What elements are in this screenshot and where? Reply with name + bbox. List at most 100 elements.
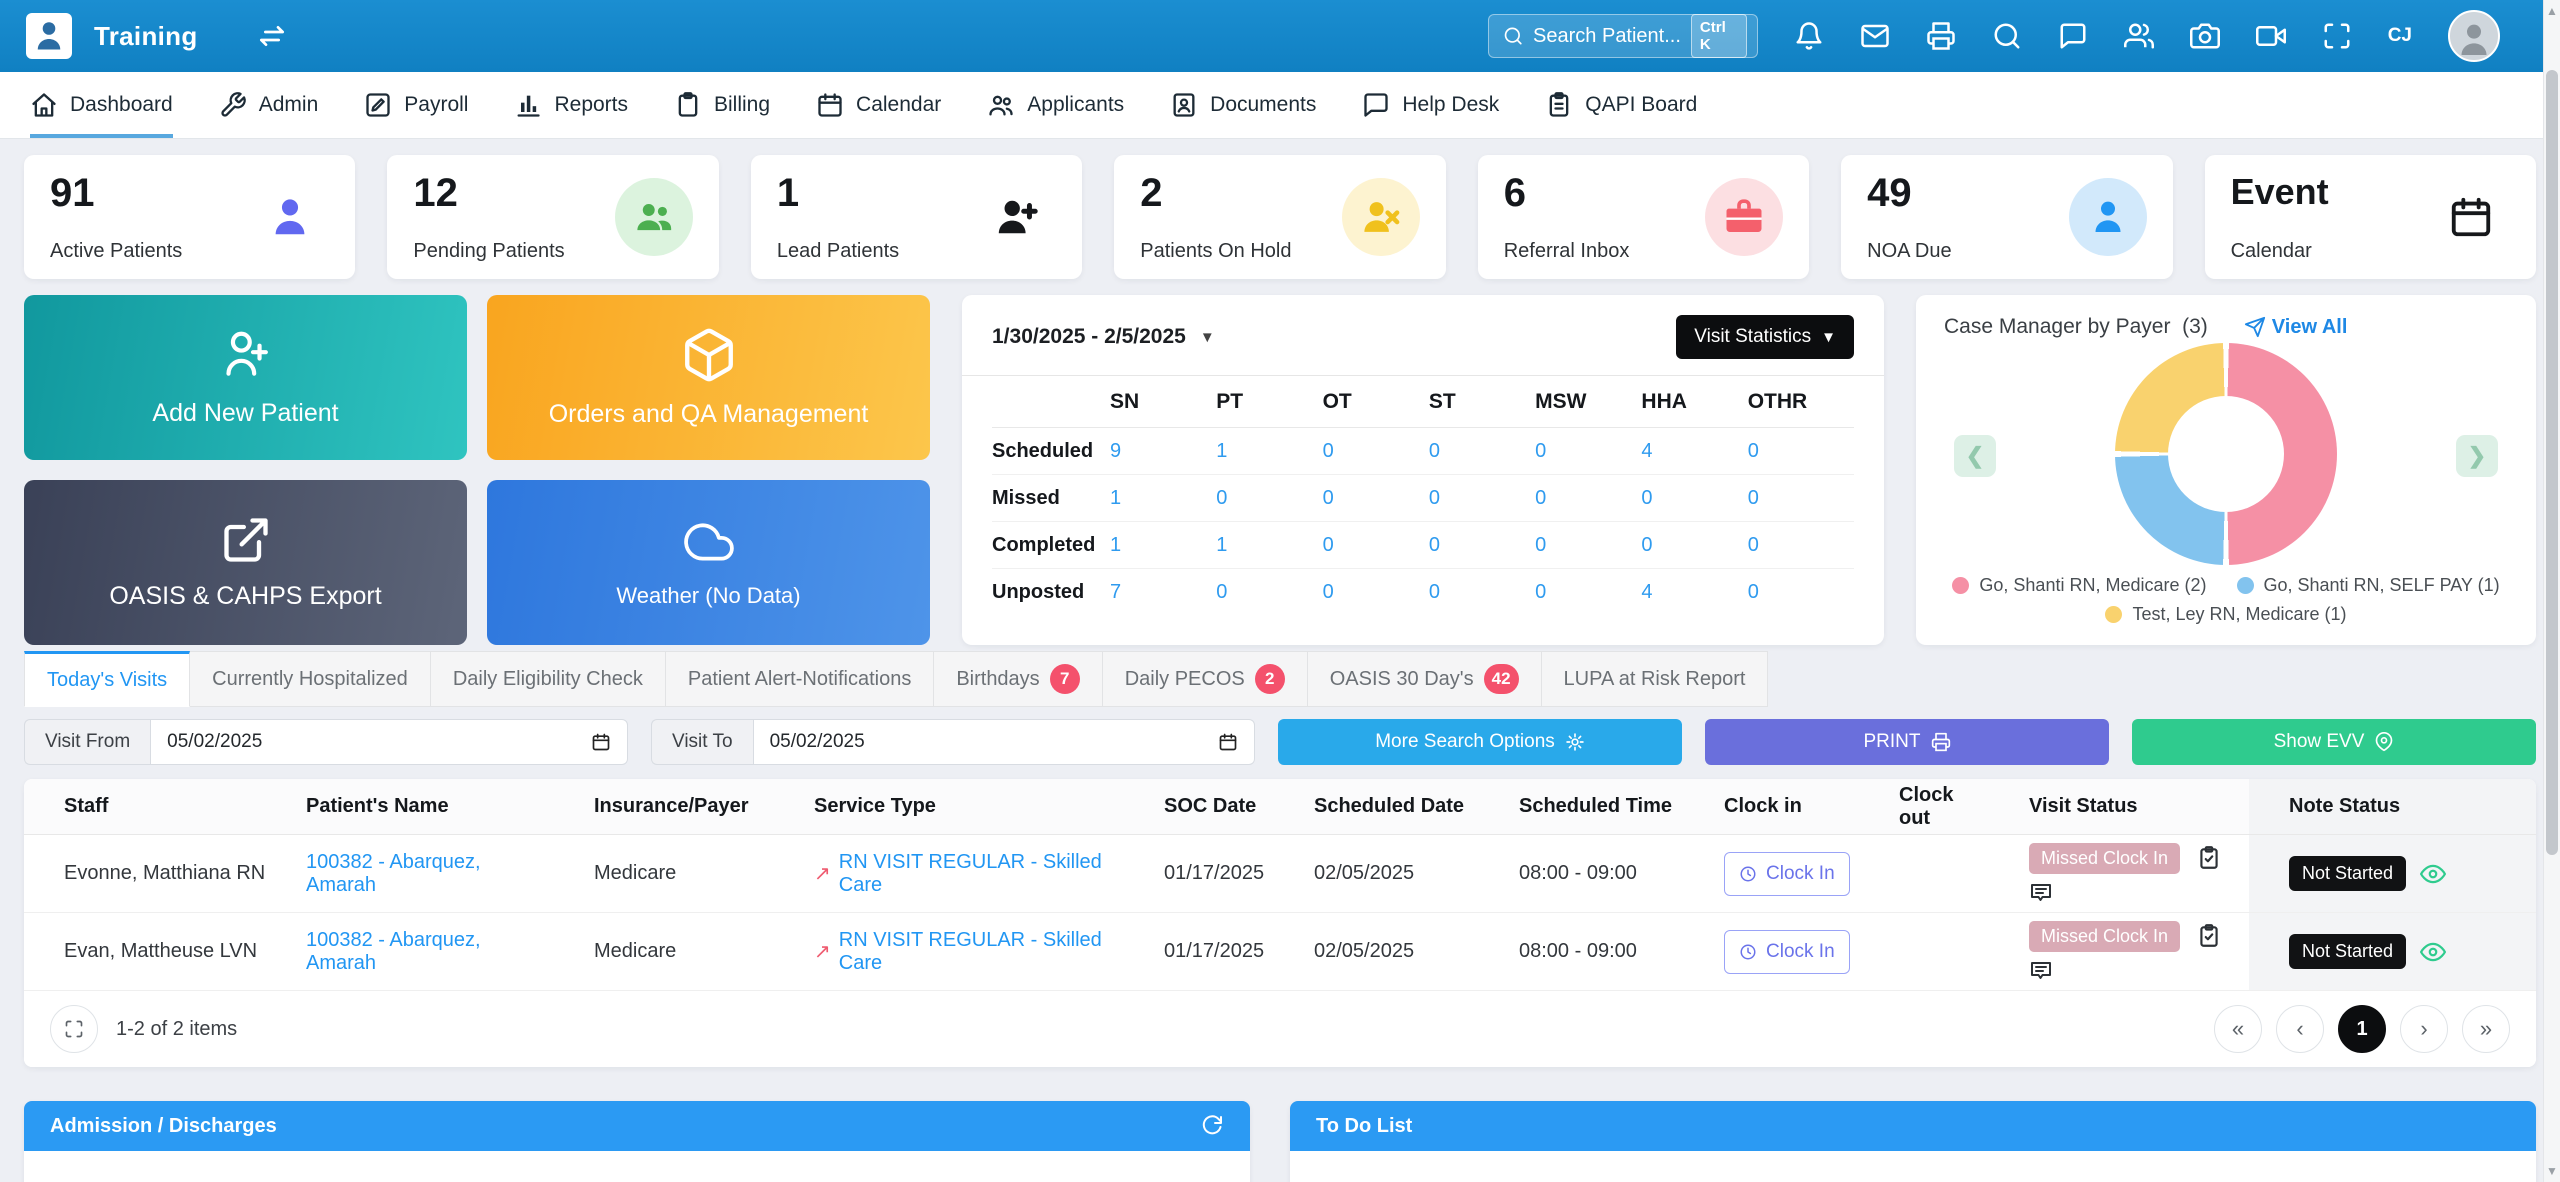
patient-link[interactable]: 100382 - Abarquez, Amarah: [266, 929, 554, 975]
eye-icon[interactable]: [2420, 939, 2446, 965]
calendar-icon[interactable]: [591, 732, 611, 752]
nav-item-help-desk[interactable]: Help Desk: [1362, 72, 1499, 138]
oasis-cahps-export-tile[interactable]: OASIS & CAHPS Export: [24, 480, 467, 645]
tab-oasis-30-days[interactable]: OASIS 30 Day's42: [1308, 651, 1542, 707]
nav-item-dashboard[interactable]: Dashboard: [30, 72, 173, 138]
video-icon[interactable]: [2256, 21, 2286, 51]
count-badge: 7: [1050, 664, 1080, 694]
card-noa-due[interactable]: 49NOA Due: [1841, 155, 2172, 279]
weather-tile[interactable]: Weather (No Data): [487, 480, 930, 645]
gear-icon: [1565, 732, 1585, 752]
table-row: Evonne, Matthiana RN 100382 - Abarquez, …: [24, 835, 2536, 913]
scroll-down-arrow[interactable]: ▼: [2544, 1164, 2560, 1178]
carousel-prev-button[interactable]: ❮: [1954, 435, 1996, 477]
comment-icon[interactable]: [2029, 959, 2249, 983]
avatar[interactable]: [2448, 10, 2500, 62]
count-badge: 42: [1484, 664, 1519, 694]
show-evv-button[interactable]: Show EVV: [2132, 719, 2536, 765]
patient-link[interactable]: 100382 - Abarquez, Amarah: [266, 851, 554, 897]
visit-to-input[interactable]: 05/02/2025: [753, 719, 1255, 765]
orders-qa-tile[interactable]: Orders and QA Management: [487, 295, 930, 460]
card-referral-inbox[interactable]: 6Referral Inbox: [1478, 155, 1809, 279]
location-pin-icon: [2374, 732, 2394, 752]
fullscreen-icon[interactable]: [2322, 21, 2352, 51]
nav-item-calendar[interactable]: Calendar: [816, 72, 941, 138]
card-patients-on-hold[interactable]: 2Patients On Hold: [1114, 155, 1445, 279]
service-type-link[interactable]: RN VISIT REGULAR - Skilled Care: [839, 851, 1124, 897]
scrollbar-thumb[interactable]: [2546, 70, 2558, 855]
eye-icon[interactable]: [2420, 861, 2446, 887]
nav-item-reports[interactable]: Reports: [514, 72, 628, 138]
nav-item-admin[interactable]: Admin: [219, 72, 319, 138]
clipboard-icon: [674, 91, 702, 119]
visit-statistics-button[interactable]: Visit Statistics▼: [1676, 315, 1854, 359]
page-1-button[interactable]: 1: [2338, 1005, 2386, 1053]
chat-icon[interactable]: [2058, 21, 2088, 51]
person-icon: [2088, 197, 2128, 237]
service-type-link[interactable]: RN VISIT REGULAR - Skilled Care: [839, 929, 1124, 975]
panel-title: To Do List: [1316, 1115, 1412, 1138]
bar-chart-icon: [514, 91, 542, 119]
card-pending-patients[interactable]: 12Pending Patients: [387, 155, 718, 279]
tab-todays-visits[interactable]: Today's Visits: [24, 651, 190, 707]
pagination: « ‹ 1 › »: [2214, 1005, 2510, 1053]
case-manager-panel: Case Manager by Payer (3) View All ❮ ❯ G…: [1916, 295, 2536, 645]
tab-birthdays[interactable]: Birthdays7: [934, 651, 1102, 707]
clipboard-check-icon[interactable]: [2196, 923, 2222, 949]
stats-row-completed: Completed 1 1 0 0 0 0 0: [992, 522, 1854, 569]
carousel-next-button[interactable]: ❯: [2456, 435, 2498, 477]
visit-status-cell: Missed Clock In: [1989, 921, 2249, 983]
chevron-down-icon: ▼: [1821, 329, 1836, 346]
mail-icon[interactable]: [1860, 21, 1890, 51]
comment-icon[interactable]: [2029, 881, 2249, 905]
nav-item-payroll[interactable]: Payroll: [364, 72, 468, 138]
bell-icon[interactable]: [1794, 21, 1824, 51]
case-manager-donut-chart[interactable]: [2115, 343, 2337, 565]
add-new-patient-tile[interactable]: Add New Patient: [24, 295, 467, 460]
prev-page-button[interactable]: ‹: [2276, 1005, 2324, 1053]
nav-item-qapi-board[interactable]: QAPI Board: [1545, 72, 1697, 138]
last-page-button[interactable]: »: [2462, 1005, 2510, 1053]
note-status-badge: Not Started: [2289, 934, 2406, 969]
more-search-options-button[interactable]: More Search Options: [1278, 719, 1682, 765]
expand-table-button[interactable]: [50, 1005, 98, 1053]
card-active-patients[interactable]: 91Active Patients: [24, 155, 355, 279]
tab-daily-pecos[interactable]: Daily PECOS2: [1103, 651, 1308, 707]
card-event-calendar[interactable]: EventCalendar: [2205, 155, 2536, 279]
printer-icon[interactable]: [1926, 21, 1956, 51]
camera-icon[interactable]: [2190, 21, 2220, 51]
switch-agency-icon[interactable]: [256, 20, 288, 52]
print-button[interactable]: PRINT: [1705, 719, 2109, 765]
refresh-icon[interactable]: [1200, 1114, 1224, 1138]
clock-in-button[interactable]: Clock In: [1724, 930, 1850, 974]
calendar-icon[interactable]: [1218, 732, 1238, 752]
nav-item-documents[interactable]: Documents: [1170, 72, 1316, 138]
search-icon[interactable]: [1992, 21, 2022, 51]
patient-search-input[interactable]: Search Patient... Ctrl K: [1488, 14, 1758, 58]
package-icon: [680, 326, 738, 384]
users-icon[interactable]: [2124, 21, 2154, 51]
nav-item-billing[interactable]: Billing: [674, 72, 770, 138]
tab-currently-hospitalized[interactable]: Currently Hospitalized: [190, 651, 431, 707]
next-page-button[interactable]: ›: [2400, 1005, 2448, 1053]
first-page-button[interactable]: «: [2214, 1005, 2262, 1053]
date-range-dropdown[interactable]: 1/30/2025 - 2/5/2025▼: [992, 325, 1215, 349]
clock-in-button[interactable]: Clock In: [1724, 852, 1850, 896]
clipboard-list-icon: [1545, 91, 1573, 119]
insurance: Medicare: [554, 862, 774, 885]
tab-lupa-at-risk[interactable]: LUPA at Risk Report: [1542, 651, 1769, 707]
visit-from-label: Visit From: [24, 719, 150, 765]
tab-daily-eligibility-check[interactable]: Daily Eligibility Check: [431, 651, 666, 707]
scroll-up-arrow[interactable]: ▲: [2544, 4, 2560, 18]
tab-patient-alert-notifications[interactable]: Patient Alert-Notifications: [666, 651, 934, 707]
vertical-scrollbar[interactable]: ▲ ▼: [2543, 0, 2560, 1182]
person-x-icon: [1360, 196, 1402, 238]
nav-item-applicants[interactable]: Applicants: [987, 72, 1124, 138]
legend-item: Go, Shanti RN, Medicare (2): [1952, 575, 2206, 596]
app-logo[interactable]: [26, 13, 72, 59]
card-lead-patients[interactable]: 1Lead Patients: [751, 155, 1082, 279]
view-all-link[interactable]: View All: [2244, 316, 2348, 339]
people-group-icon: [987, 91, 1015, 119]
visit-from-input[interactable]: 05/02/2025: [150, 719, 628, 765]
clipboard-check-icon[interactable]: [2196, 845, 2222, 871]
